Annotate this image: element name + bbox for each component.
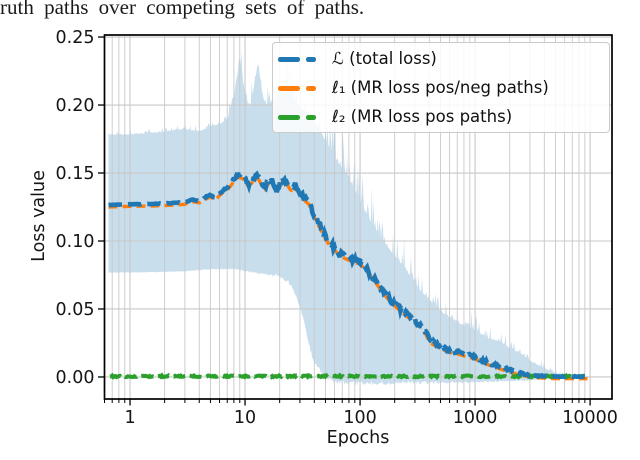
confidence-band [108,51,569,386]
x-tick-label: 1 [124,408,135,428]
series-total-loss [108,169,588,380]
x-tick-label: 10000 [562,408,618,428]
paper-caption-fragment: ruth paths over competing sets of paths. [0,0,365,19]
axis-ticks: 1 10 100 1000 10000 0.00 0.05 0.10 0.15 0.20 0.25 [56,28,618,428]
y-tick-label: 0.05 [56,300,95,320]
y-tick-label: 0.20 [56,96,95,116]
x-tick-label: 10 [234,408,256,428]
legend-item-total-loss: ℒ (total loss) [278,45,609,74]
series-mr-loss-pos-neg-paths [108,175,588,381]
y-tick-label: 0.25 [56,28,95,48]
legend-item-mr-loss-pos-neg: ℓ₁ (MR loss pos/neg paths) [278,74,609,103]
axes-frame [103,34,613,400]
legend-label: ℓ₁ (MR loss pos/neg paths) [332,78,549,98]
dashed-line-swatch-orange [278,86,319,91]
y-axis-label: Loss value [29,170,49,262]
legend-label: ℒ (total loss) [332,49,437,69]
x-tick-label: 1000 [453,408,498,428]
legend-label: ℓ₂ (MR loss pos paths) [332,107,513,127]
legend-item-mr-loss-pos: ℓ₂ (MR loss pos paths) [278,103,609,132]
x-axis-label: Epochs [326,428,390,448]
grid-lines [104,35,612,399]
dashed-line-swatch-green [278,115,319,120]
y-tick-label: 0.15 [56,164,95,184]
y-tick-label: 0.00 [56,368,95,388]
x-tick-label: 100 [343,408,376,428]
dashed-line-swatch-blue [278,57,319,62]
legend: ℒ (total loss) ℓ₁ (MR loss pos/neg paths… [272,42,610,133]
series-mr-loss-pos-paths [109,372,585,381]
y-tick-label: 0.10 [56,232,95,252]
